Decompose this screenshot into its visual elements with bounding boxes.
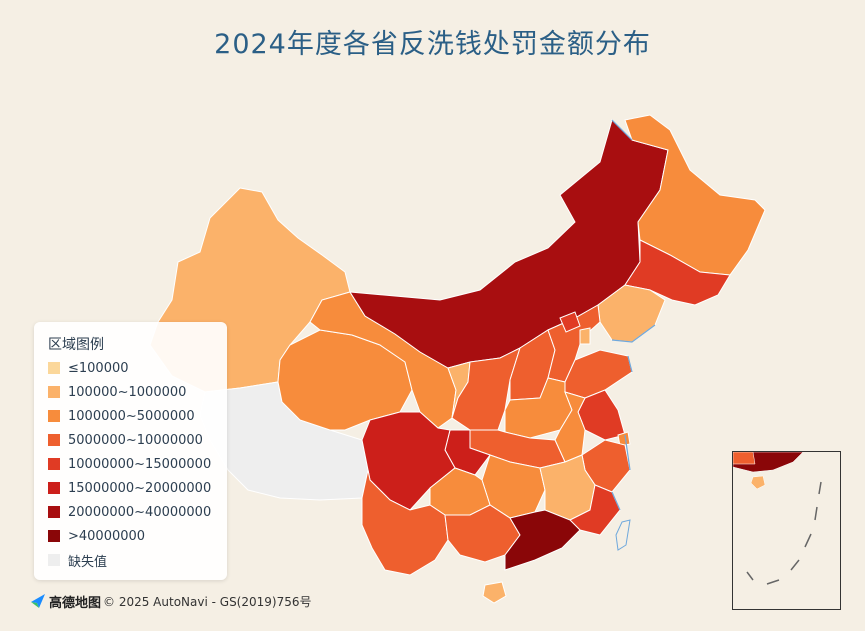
copyright-text: © 2025 AutoNavi - GS(2019)756号 — [103, 594, 312, 609]
legend-item[interactable]: >40000000 — [48, 526, 145, 546]
south-china-sea-inset — [732, 451, 841, 610]
legend-swatch — [48, 482, 60, 494]
inset-hainan — [750, 475, 766, 490]
legend-item[interactable]: 10000000~15000000 — [48, 454, 211, 474]
legend-label: ≤100000 — [68, 360, 129, 376]
legend-label: 20000000~40000000 — [68, 504, 212, 520]
legend-swatch — [48, 554, 60, 566]
province-hainan — [482, 581, 507, 604]
amap-brand: 高德地图 — [49, 595, 102, 611]
legend-title: 区域图例 — [48, 337, 104, 353]
legend-item[interactable]: 缺失值 — [48, 550, 107, 570]
legend-label: 1000000~5000000 — [68, 408, 195, 424]
legend-label: 5000000~10000000 — [68, 432, 203, 448]
nine-dash-line — [746, 481, 822, 585]
amap-logo-icon — [31, 594, 45, 608]
legend-panel: 区域图例 ≤100000 100000~1000000 1000000~5000… — [34, 322, 227, 580]
province-tianjin — [579, 327, 591, 345]
province-hebei — [547, 304, 601, 383]
legend-item[interactable]: 20000000~40000000 — [48, 502, 211, 522]
legend-swatch — [48, 410, 60, 422]
map-attribution: 高德地图 © 2025 AutoNavi - GS(2019)756号 — [30, 592, 312, 611]
province-beijing — [559, 311, 581, 333]
legend-item[interactable]: 1000000~5000000 — [48, 406, 195, 426]
province-guangdong — [504, 509, 581, 571]
legend-swatch — [48, 362, 60, 374]
legend-swatch — [48, 386, 60, 398]
legend-label: 10000000~15000000 — [68, 456, 212, 472]
province-shanghai — [617, 431, 631, 447]
legend-swatch — [48, 434, 60, 446]
legend-swatch — [48, 530, 60, 542]
province-heilongjiang — [624, 114, 766, 276]
legend-item[interactable]: 15000000~20000000 — [48, 478, 211, 498]
legend-label: 100000~1000000 — [68, 384, 187, 400]
legend-swatch — [48, 458, 60, 470]
legend-swatch — [48, 506, 60, 518]
province-jilin — [624, 239, 731, 306]
inset-map — [733, 452, 822, 585]
legend-item[interactable]: ≤100000 — [48, 358, 129, 378]
legend-item[interactable]: 5000000~10000000 — [48, 430, 203, 450]
coastline — [611, 119, 656, 511]
map-title: 2024年度各省反洗钱处罚金额分布 — [214, 29, 651, 60]
inset-guangxi — [733, 452, 756, 465]
province-taiwan — [615, 519, 631, 551]
legend-label: >40000000 — [68, 528, 146, 544]
legend-label: 缺失值 — [68, 554, 108, 570]
legend-label: 15000000~20000000 — [68, 480, 212, 496]
legend-item[interactable]: 100000~1000000 — [48, 382, 186, 402]
